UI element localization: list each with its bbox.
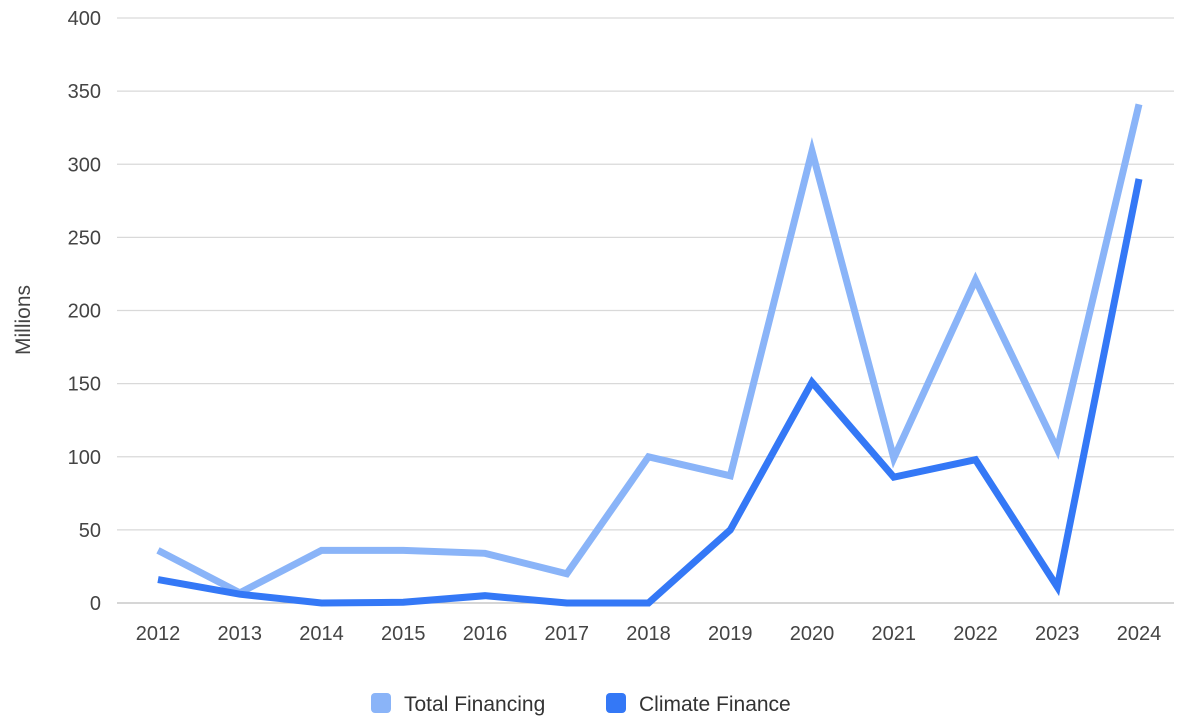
series-line-0 [156,103,1143,597]
x-tick-label: 2018 [626,623,671,645]
x-tick-label: 2017 [545,623,590,645]
x-tick-label: 2024 [1117,623,1162,645]
x-tick-label: 2021 [872,623,917,645]
y-axis-label: Millions [12,285,35,355]
legend-entry-label: Total Financing [404,693,545,716]
x-tick-label: 2012 [136,623,181,645]
y-tick-label: 150 [68,374,101,396]
y-tick-label: 300 [68,154,101,176]
series-lines [156,103,1143,607]
x-tick-label: 2013 [218,623,263,645]
gridlines [117,17,1174,604]
y-tick-label: 350 [68,81,101,103]
y-tick-label: 250 [68,227,101,249]
x-tick-label: 2020 [790,623,835,645]
y-axis-ticks: 0 50 100 150 200 250 300 350 400 [68,8,101,615]
y-tick-label: 400 [68,8,101,30]
legend-entry-label: Climate Finance [639,693,791,716]
y-tick-label: 50 [79,520,101,542]
y-tick-label: 200 [68,301,101,323]
legend-swatch [606,693,626,713]
x-tick-label: 2022 [953,623,998,645]
x-tick-label: 2016 [463,623,508,645]
legend-swatch [371,693,391,713]
x-axis-ticks: 2012 2013 2014 2015 2016 2017 2018 2019 2020 2021… [136,623,1162,645]
x-tick-label: 2014 [299,623,344,645]
series-line-1 [157,178,1143,607]
x-tick-label: 2019 [708,623,753,645]
y-tick-label: 100 [68,447,101,469]
y-tick-label: 0 [90,593,101,615]
x-tick-label: 2015 [381,623,426,645]
x-tick-label: 2023 [1035,623,1080,645]
legend: Total Financing Climate Finance [371,693,791,716]
